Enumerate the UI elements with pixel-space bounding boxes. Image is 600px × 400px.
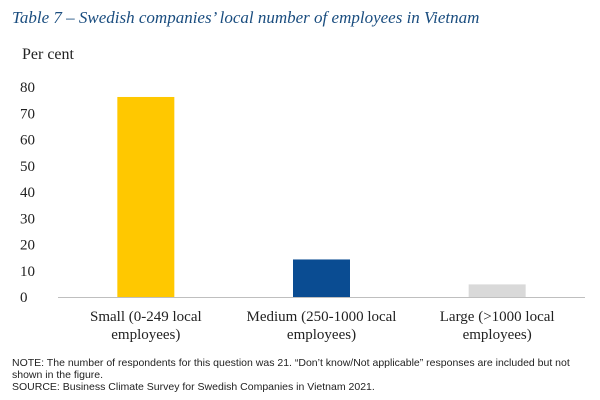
x-tick-label: Small (0-249 local employees)	[90, 309, 202, 343]
x-tick-label: Medium (250-1000 local employees)	[247, 309, 397, 343]
y-tick-label: 60	[20, 133, 35, 149]
y-tick-label: 40	[20, 185, 35, 201]
x-tick-label-line: Medium (250-1000 local	[247, 309, 397, 325]
y-tick-label: 70	[20, 106, 35, 122]
source-text: SOURCE: Business Climate Survey for Swed…	[12, 381, 375, 393]
x-tick-label: Large (>1000 local employees)	[440, 309, 555, 343]
bar	[117, 96, 175, 297]
chart-title: Table 7 – Swedish companies’ local numbe…	[12, 8, 480, 27]
x-tick-label-line: employees)	[111, 327, 180, 343]
y-axis-label: Per cent	[22, 46, 74, 63]
bar	[468, 284, 526, 297]
y-tick-label: 30	[20, 211, 35, 227]
bar-chart: 0 10 20 30 40 50 60 70 80 Small (0-249 local emplo…	[20, 80, 585, 343]
x-tick-label-line: employees)	[287, 327, 356, 343]
bar	[293, 259, 350, 297]
footnote: NOTE: The number of respondents for this…	[12, 357, 597, 393]
x-tick-label-line: employees)	[463, 327, 532, 343]
y-tick-label: 20	[20, 238, 35, 254]
x-tick-label-line: Small (0-249 local	[90, 309, 202, 325]
x-tick-label-line: Large (>1000 local	[440, 309, 555, 325]
y-tick-label: 80	[20, 80, 35, 96]
y-tick-label: 50	[20, 159, 35, 175]
y-tick-label: 0	[20, 290, 28, 306]
note-text: NOTE: The number of respondents for this…	[12, 357, 570, 381]
y-tick-label: 10	[20, 264, 35, 280]
